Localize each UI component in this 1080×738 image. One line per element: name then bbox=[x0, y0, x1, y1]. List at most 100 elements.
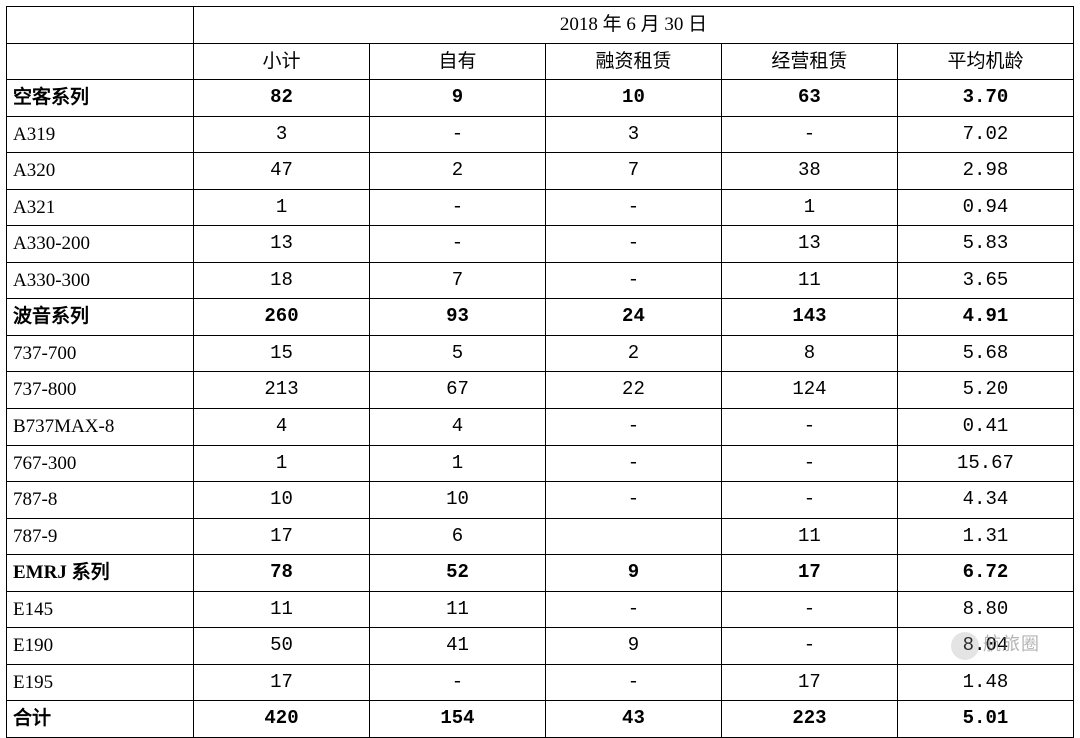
cell: - bbox=[545, 262, 721, 299]
cell: 82 bbox=[194, 80, 370, 117]
cell: - bbox=[721, 628, 897, 665]
row-label: A320 bbox=[7, 153, 194, 190]
cell: 143 bbox=[721, 299, 897, 336]
cell: 3 bbox=[545, 116, 721, 153]
cell: - bbox=[721, 445, 897, 482]
row-label: EMRJ 系列 bbox=[7, 555, 194, 592]
cell: 11 bbox=[370, 591, 546, 628]
row-label: A319 bbox=[7, 116, 194, 153]
cell: - bbox=[721, 116, 897, 153]
cell bbox=[545, 518, 721, 555]
header-row-cols: 小计 自有 融资租赁 经营租赁 平均机龄 bbox=[7, 43, 1074, 80]
cell: 124 bbox=[721, 372, 897, 409]
row-label: 737-800 bbox=[7, 372, 194, 409]
cell: 154 bbox=[370, 701, 546, 738]
cell: - bbox=[545, 482, 721, 519]
row-label: 787-8 bbox=[7, 482, 194, 519]
cell: 67 bbox=[370, 372, 546, 409]
cell: - bbox=[370, 226, 546, 263]
cell: 10 bbox=[545, 80, 721, 117]
cell: 213 bbox=[194, 372, 370, 409]
table-row: 合计420154432235.01 bbox=[7, 701, 1074, 738]
cell: 9 bbox=[370, 80, 546, 117]
cell: 13 bbox=[194, 226, 370, 263]
row-label: B737MAX-8 bbox=[7, 409, 194, 446]
cell: - bbox=[721, 409, 897, 446]
cell: 1 bbox=[370, 445, 546, 482]
row-label: A330-200 bbox=[7, 226, 194, 263]
cell: 223 bbox=[721, 701, 897, 738]
fleet-table: 2018 年 6 月 30 日 小计 自有 融资租赁 经营租赁 平均机龄 空客系… bbox=[6, 6, 1074, 738]
cell: 8.04 bbox=[897, 628, 1073, 665]
table-row: 737-80021367221245.20 bbox=[7, 372, 1074, 409]
cell: 63 bbox=[721, 80, 897, 117]
row-label: 空客系列 bbox=[7, 80, 194, 117]
cell: 10 bbox=[194, 482, 370, 519]
row-label: A321 bbox=[7, 189, 194, 226]
cell: 11 bbox=[721, 262, 897, 299]
col-oplease: 经营租赁 bbox=[721, 43, 897, 80]
header-date: 2018 年 6 月 30 日 bbox=[194, 7, 1074, 44]
cell: 2 bbox=[370, 153, 546, 190]
cell: - bbox=[545, 445, 721, 482]
table-row: A3211--10.94 bbox=[7, 189, 1074, 226]
table-row: 波音系列26093241434.91 bbox=[7, 299, 1074, 336]
cell: 5.83 bbox=[897, 226, 1073, 263]
cell: 2 bbox=[545, 335, 721, 372]
cell: 7.02 bbox=[897, 116, 1073, 153]
cell: 4.91 bbox=[897, 299, 1073, 336]
cell: 17 bbox=[194, 664, 370, 701]
cell: 1 bbox=[194, 189, 370, 226]
cell: 6 bbox=[370, 518, 546, 555]
cell: 260 bbox=[194, 299, 370, 336]
header-blank-2 bbox=[7, 43, 194, 80]
table-row: B737MAX-844--0.41 bbox=[7, 409, 1074, 446]
table-row: E19050419-8.04 bbox=[7, 628, 1074, 665]
cell: 47 bbox=[194, 153, 370, 190]
cell: - bbox=[370, 189, 546, 226]
row-label: 787-9 bbox=[7, 518, 194, 555]
table-row: A330-300187-113.65 bbox=[7, 262, 1074, 299]
cell: 2.98 bbox=[897, 153, 1073, 190]
col-finlease: 融资租赁 bbox=[545, 43, 721, 80]
cell: 52 bbox=[370, 555, 546, 592]
cell: 3.65 bbox=[897, 262, 1073, 299]
cell: 38 bbox=[721, 153, 897, 190]
cell: 0.41 bbox=[897, 409, 1073, 446]
cell: 17 bbox=[721, 664, 897, 701]
cell: 43 bbox=[545, 701, 721, 738]
cell: 50 bbox=[194, 628, 370, 665]
cell: 11 bbox=[721, 518, 897, 555]
header-blank bbox=[7, 7, 194, 44]
cell: 3 bbox=[194, 116, 370, 153]
row-label: 波音系列 bbox=[7, 299, 194, 336]
cell: - bbox=[545, 664, 721, 701]
row-label: E190 bbox=[7, 628, 194, 665]
cell: 4.34 bbox=[897, 482, 1073, 519]
row-label: 737-700 bbox=[7, 335, 194, 372]
cell: 7 bbox=[370, 262, 546, 299]
header-row-date: 2018 年 6 月 30 日 bbox=[7, 7, 1074, 44]
cell: 17 bbox=[194, 518, 370, 555]
cell: 1.31 bbox=[897, 518, 1073, 555]
cell: 5 bbox=[370, 335, 546, 372]
row-label: E145 bbox=[7, 591, 194, 628]
cell: 5.01 bbox=[897, 701, 1073, 738]
fleet-table-body: 空客系列82910633.70A3193-3-7.02A3204727382.9… bbox=[7, 80, 1074, 738]
row-label: 767-300 bbox=[7, 445, 194, 482]
table-row: EMRJ 系列78529176.72 bbox=[7, 555, 1074, 592]
table-row: A3193-3-7.02 bbox=[7, 116, 1074, 153]
table-row: 767-30011--15.67 bbox=[7, 445, 1074, 482]
row-label: 合计 bbox=[7, 701, 194, 738]
cell: 1 bbox=[721, 189, 897, 226]
cell: 9 bbox=[545, 555, 721, 592]
cell: 5.68 bbox=[897, 335, 1073, 372]
cell: - bbox=[370, 664, 546, 701]
cell: 8.80 bbox=[897, 591, 1073, 628]
cell: 10 bbox=[370, 482, 546, 519]
col-subtotal: 小计 bbox=[194, 43, 370, 80]
col-owned: 自有 bbox=[370, 43, 546, 80]
row-label: A330-300 bbox=[7, 262, 194, 299]
table-row: 737-700155285.68 bbox=[7, 335, 1074, 372]
row-label: E195 bbox=[7, 664, 194, 701]
